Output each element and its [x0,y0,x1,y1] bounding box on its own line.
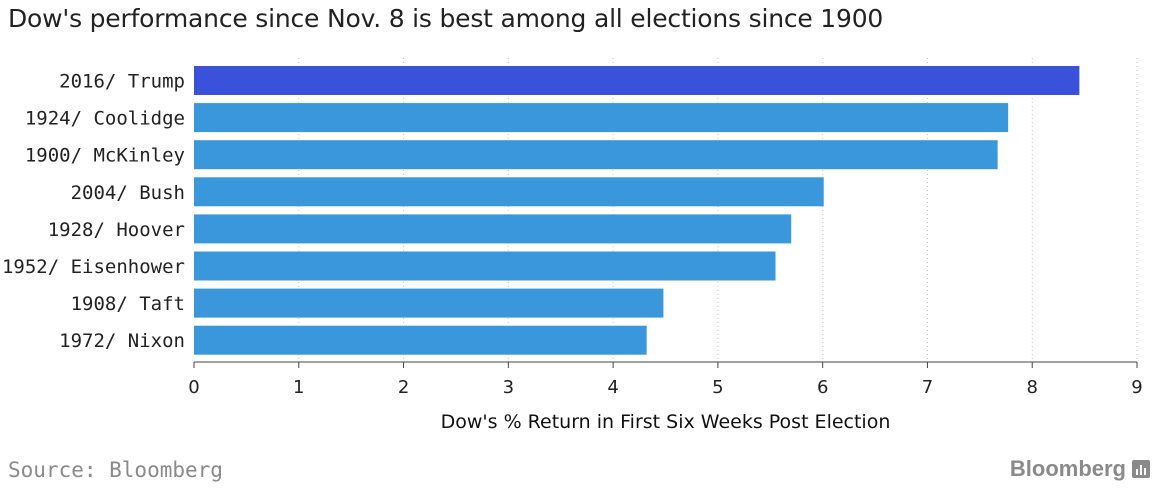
bloomberg-chart-icon [1132,460,1150,478]
bar [194,177,824,207]
bar [194,140,998,170]
x-tick-label: 6 [817,377,828,398]
category-label: 1924/ Coolidge [25,108,185,130]
x-tick-label: 7 [922,377,933,398]
source-note: Source: Bloomberg [8,458,223,482]
chart-title: Dow's performance since Nov. 8 is best a… [8,4,884,33]
category-label: 1900/ McKinley [25,145,185,167]
x-axis-label: Dow's % Return in First Six Weeks Post E… [440,411,891,433]
category-label: 1952/ Eisenhower [2,256,185,278]
x-tick-label: 5 [712,377,723,398]
bar [194,66,1080,95]
category-label: 1908/ Taft [71,293,185,315]
x-tick-label: 4 [607,377,618,398]
bar [194,325,647,355]
x-tick-label: 8 [1026,377,1037,398]
bar [194,251,776,281]
bar [194,214,792,244]
category-label: 2016/ Trump [59,71,185,93]
x-tick-label: 9 [1131,377,1142,398]
x-tick-label: 2 [398,377,409,398]
bar [194,103,1009,133]
brand-name: Bloomberg [1009,456,1126,481]
x-tick-label: 0 [188,377,199,398]
brand-logo: Bloomberg [1010,456,1150,482]
x-tick-label: 3 [503,377,514,398]
x-tick-label: 1 [293,377,304,398]
bar [194,288,664,318]
category-label: 1972/ Nixon [59,330,185,352]
category-label: 1928/ Hoover [48,219,185,241]
category-label: 2004/ Bush [71,182,185,204]
